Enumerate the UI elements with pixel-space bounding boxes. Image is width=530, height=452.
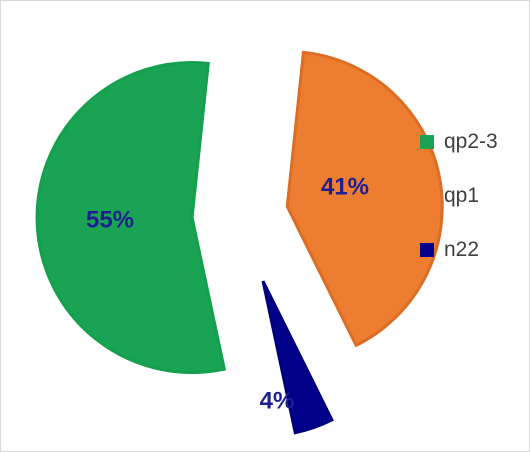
legend-item-qp2-3: qp2-3 — [420, 128, 498, 156]
pie-slices — [35, 50, 444, 435]
legend-label-qp1: qp1 — [444, 184, 480, 207]
pie-data-labels: 55% 41% 4% — [86, 173, 369, 414]
pie-slice-qp1 — [285, 50, 444, 348]
legend-label-qp2-3: qp2-3 — [444, 130, 498, 153]
data-label-n22: 4% — [260, 387, 295, 414]
data-label-qp1: 41% — [321, 173, 369, 200]
legend-swatch-qp1 — [420, 189, 434, 203]
data-label-qp2-3: 55% — [86, 206, 134, 233]
legend: qp2-3 qp1 n22 — [420, 128, 498, 290]
pie-slice-qp2-3 — [35, 61, 227, 375]
legend-item-n22: n22 — [420, 236, 498, 264]
legend-swatch-qp2-3 — [420, 135, 434, 149]
legend-swatch-n22 — [420, 243, 434, 257]
pie-slice-n22 — [261, 280, 334, 435]
legend-item-qp1: qp1 — [420, 182, 498, 210]
legend-label-n22: n22 — [444, 238, 480, 261]
